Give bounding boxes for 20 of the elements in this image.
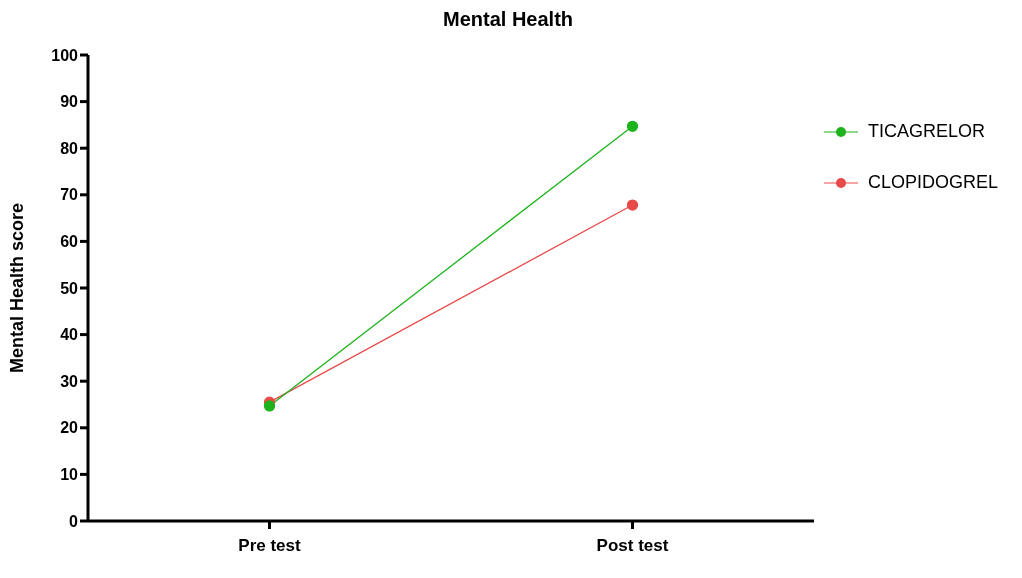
y-tick-label: 40	[60, 326, 79, 344]
x-tick-label: Post test	[596, 536, 669, 556]
x-tick-label: Pre test	[238, 536, 302, 556]
y-tick-label: 60	[60, 233, 79, 251]
legend-label: TICAGRELOR	[868, 121, 986, 142]
y-tick-label: 90	[60, 93, 79, 111]
y-tick-label: 70	[60, 186, 79, 204]
y-tick-label: 30	[60, 372, 79, 390]
y-axis-title: Mental Health score	[7, 202, 28, 374]
chart-title: Mental Health	[442, 8, 574, 31]
y-tick-label: 100	[51, 46, 79, 64]
y-tick-label: 20	[60, 419, 79, 437]
y-tick-label: 0	[69, 512, 79, 530]
point	[263, 400, 276, 412]
point	[626, 120, 639, 132]
y-tick-label: 80	[60, 139, 79, 157]
point	[626, 199, 639, 211]
y-tick-label: 50	[60, 279, 79, 297]
y-tick-label: 10	[60, 466, 79, 484]
legend-label: CLOPIDOGREL	[868, 172, 999, 193]
